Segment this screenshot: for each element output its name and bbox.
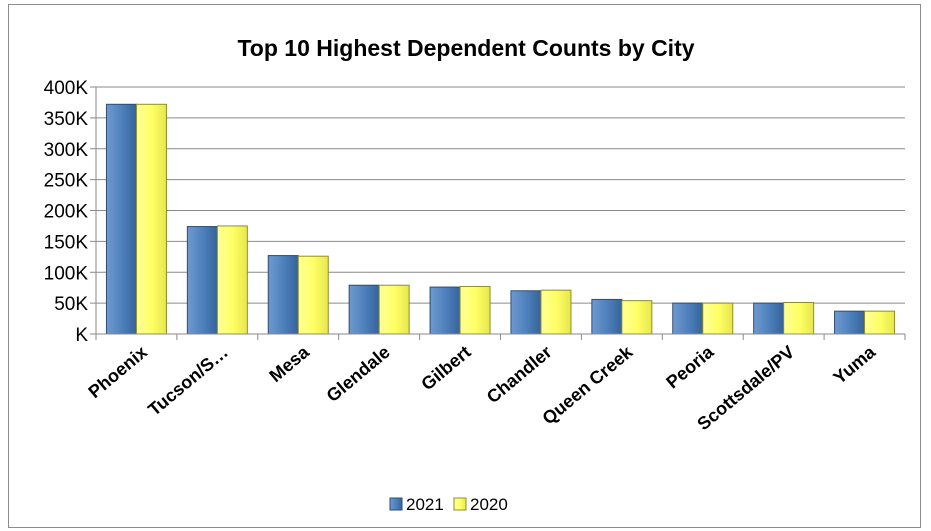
bar-2020 bbox=[702, 302, 734, 335]
bar-2021 bbox=[429, 286, 461, 335]
bar-2020 bbox=[216, 225, 248, 335]
bar-2020 bbox=[540, 289, 572, 335]
bar-2021 bbox=[510, 290, 542, 335]
bar-2020 bbox=[783, 302, 815, 335]
legend-swatch-2020 bbox=[453, 497, 467, 511]
x-tick-label: Peoria bbox=[662, 341, 718, 392]
x-tick-label: Yuma bbox=[829, 341, 879, 388]
legend: 2021 2020 bbox=[389, 495, 508, 514]
bar-2021 bbox=[348, 284, 380, 335]
legend-label-2020: 2020 bbox=[470, 495, 508, 514]
legend-label-2021: 2021 bbox=[406, 495, 444, 514]
x-tick-label: Mesa bbox=[265, 341, 313, 386]
x-tick-label: Queen Creek bbox=[538, 341, 637, 428]
bar-2020 bbox=[378, 284, 410, 335]
bar-2021 bbox=[591, 298, 623, 335]
bar-2021 bbox=[267, 255, 299, 335]
y-tick-label: 100K bbox=[44, 263, 89, 284]
bars bbox=[105, 103, 896, 335]
bar-2020 bbox=[621, 300, 653, 335]
bar-2020 bbox=[459, 285, 491, 335]
x-tick-label: Phoenix bbox=[85, 342, 151, 402]
y-tick-label: 200K bbox=[44, 202, 89, 223]
bar-2020 bbox=[297, 255, 329, 335]
y-tick-label: 300K bbox=[44, 140, 89, 161]
x-tick-label: Gilbert bbox=[417, 342, 474, 395]
bar-2021 bbox=[186, 226, 218, 335]
bar-2021 bbox=[105, 103, 137, 335]
y-axis-ticks: K 50K 100K 150K 200K 250K 300K 350K 400K bbox=[44, 78, 96, 346]
y-tick-label: K bbox=[75, 325, 88, 346]
y-tick-label: 150K bbox=[44, 232, 89, 253]
y-tick-label: 350K bbox=[44, 109, 89, 130]
bar-2021 bbox=[753, 302, 785, 335]
bar-2021 bbox=[834, 310, 866, 335]
chart-title: Top 10 Highest Dependent Counts by City bbox=[237, 35, 694, 61]
legend-swatch-2021 bbox=[389, 497, 403, 511]
x-tick-label: Tucson/S… bbox=[144, 342, 232, 420]
y-tick-label: 250K bbox=[44, 171, 89, 192]
x-tick-label: Glendale bbox=[323, 342, 394, 406]
y-tick-label: 50K bbox=[54, 294, 88, 315]
bar-2020 bbox=[135, 103, 167, 335]
bar-2020 bbox=[864, 310, 896, 335]
y-tick-label: 400K bbox=[44, 78, 89, 99]
x-tick-label: Chandler bbox=[483, 342, 556, 407]
bar-2021 bbox=[672, 302, 704, 335]
